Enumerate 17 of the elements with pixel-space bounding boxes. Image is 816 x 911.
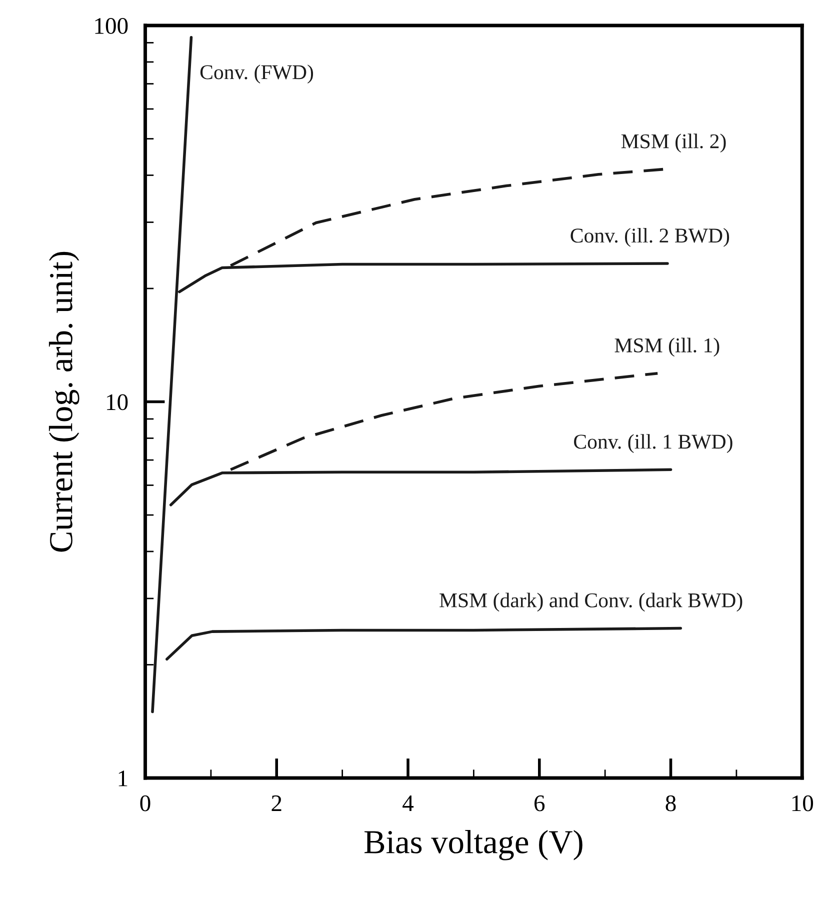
y-axis-title: Current (log. arb. unit) bbox=[48, 252, 80, 552]
x-tick-label: 8 bbox=[666, 795, 676, 812]
x-tick-label: 0 bbox=[140, 795, 150, 812]
series-label: MSM (ill. 1) bbox=[614, 338, 720, 357]
series-label: Conv. (FWD) bbox=[200, 64, 314, 84]
x-tick-label: 4 bbox=[402, 796, 414, 812]
x-tick-label: 2 bbox=[272, 795, 282, 812]
x-axis-title: Bias voltage (V) bbox=[364, 830, 582, 860]
x-tick-label: 6 bbox=[534, 795, 545, 812]
series-label: MSM (dark) and Conv. (dark BWD) bbox=[440, 592, 742, 612]
series-label: Conv. (ill. 1 BWD) bbox=[574, 434, 732, 453]
series-label: MSM (ill. 2) bbox=[621, 134, 726, 153]
y-tick-label: 1 bbox=[118, 770, 128, 786]
y-tick-label: 100 bbox=[95, 18, 128, 34]
series-label: Conv. (ill. 2 BWD) bbox=[570, 228, 730, 247]
y-tick-label: 10 bbox=[107, 394, 128, 410]
x-tick-label: 10 bbox=[792, 795, 814, 812]
